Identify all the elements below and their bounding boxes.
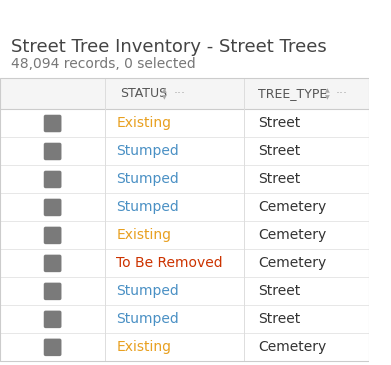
Text: ···: ··· bbox=[336, 88, 348, 100]
Bar bbox=[0, 78, 369, 110]
Bar bbox=[0, 165, 369, 193]
Text: 48,094 records, 0 selected: 48,094 records, 0 selected bbox=[11, 57, 196, 70]
Text: Stumped: Stumped bbox=[116, 200, 179, 215]
Bar bbox=[0, 193, 369, 222]
Text: Street: Street bbox=[258, 116, 301, 131]
Text: Street: Street bbox=[258, 284, 301, 299]
Text: Stumped: Stumped bbox=[116, 312, 179, 326]
Text: TREE_TYPE: TREE_TYPE bbox=[258, 88, 328, 100]
FancyBboxPatch shape bbox=[44, 143, 61, 160]
Bar bbox=[0, 138, 369, 165]
Bar bbox=[0, 333, 369, 361]
Text: Existing: Existing bbox=[116, 116, 171, 131]
Text: Street: Street bbox=[258, 312, 301, 326]
FancyBboxPatch shape bbox=[44, 283, 61, 300]
Bar bbox=[0, 78, 369, 361]
Text: Existing: Existing bbox=[116, 340, 171, 354]
Text: Stumped: Stumped bbox=[116, 172, 179, 187]
Text: Cemetery: Cemetery bbox=[258, 340, 326, 354]
Bar bbox=[0, 277, 369, 306]
Text: Street: Street bbox=[258, 172, 301, 187]
Text: Street: Street bbox=[258, 145, 301, 158]
Bar bbox=[0, 222, 369, 249]
Text: To Be Removed: To Be Removed bbox=[116, 256, 223, 270]
Text: Street Tree Inventory - Street Trees: Street Tree Inventory - Street Trees bbox=[11, 38, 327, 56]
Bar bbox=[0, 306, 369, 333]
Text: ▲: ▲ bbox=[162, 88, 167, 93]
FancyBboxPatch shape bbox=[44, 227, 61, 244]
Text: ▲: ▲ bbox=[325, 88, 330, 93]
Text: Cemetery: Cemetery bbox=[258, 228, 326, 242]
Text: STATUS: STATUS bbox=[120, 88, 167, 100]
FancyBboxPatch shape bbox=[44, 171, 61, 188]
Text: Stumped: Stumped bbox=[116, 284, 179, 299]
Text: Cemetery: Cemetery bbox=[258, 256, 326, 270]
FancyBboxPatch shape bbox=[44, 115, 61, 132]
Text: Stumped: Stumped bbox=[116, 145, 179, 158]
FancyBboxPatch shape bbox=[44, 339, 61, 356]
FancyBboxPatch shape bbox=[44, 255, 61, 272]
Bar bbox=[0, 249, 369, 277]
Bar bbox=[0, 110, 369, 138]
Text: Existing: Existing bbox=[116, 228, 171, 242]
Text: ···: ··· bbox=[174, 88, 185, 100]
Text: ▼: ▼ bbox=[325, 95, 330, 100]
Text: ▼: ▼ bbox=[162, 95, 167, 100]
FancyBboxPatch shape bbox=[44, 311, 61, 328]
FancyBboxPatch shape bbox=[44, 199, 61, 216]
Text: Cemetery: Cemetery bbox=[258, 200, 326, 215]
